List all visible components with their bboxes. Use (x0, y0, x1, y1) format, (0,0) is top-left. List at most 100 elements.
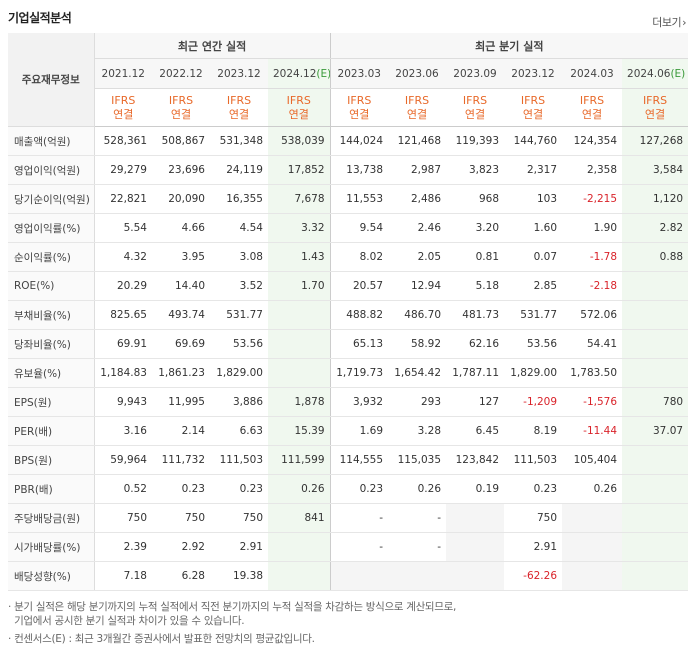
table-cell: 0.23 (504, 474, 563, 504)
table-cell: 1,878 (268, 387, 331, 417)
period-header: 2023.12 (504, 58, 563, 89)
row-label: 영업이익(억원) (8, 155, 95, 185)
table-cell: -11.44 (562, 416, 623, 446)
ifrs-header: IFRS 연결 (562, 88, 623, 127)
table-cell: 2,358 (562, 155, 623, 185)
table-cell: 488.82 (329, 300, 389, 330)
table-cell (622, 532, 689, 562)
table-cell (446, 503, 505, 533)
table-cell: 114,555 (329, 445, 389, 475)
table-row: EPS(원) 9,943 11,995 3,886 1,878 3,932 293 127 -1… (8, 387, 689, 417)
table-cell: 0.23 (152, 474, 210, 504)
table-cell (562, 532, 623, 562)
table-cell (622, 358, 689, 388)
row-label: 유보율(%) (8, 358, 95, 388)
table-cell (446, 532, 505, 562)
table-cell: 2.85 (504, 271, 563, 301)
table-cell: 3.16 (94, 416, 152, 446)
table-cell: 1,829.00 (504, 358, 563, 388)
table-cell: 69.91 (94, 329, 152, 359)
table-cell: 481.73 (446, 300, 505, 330)
table-cell: 0.07 (504, 242, 563, 272)
table-cell: 4.66 (152, 213, 210, 243)
table-cell: 9,943 (94, 387, 152, 417)
table-cell: 111,503 (210, 445, 268, 475)
table-row: 영업이익(억원) 29,279 23,696 24,119 17,852 13,738 2,… (8, 155, 689, 185)
table-row: 시가배당률(%) 2.39 2.92 2.91- -2.91 (8, 532, 689, 562)
table-cell: 493.74 (152, 300, 210, 330)
row-label: 영업이익률(%) (8, 213, 95, 243)
table-cell: 0.26 (388, 474, 447, 504)
table-cell: 1.90 (562, 213, 623, 243)
footnote: · 분기 실적은 해당 분기까지의 누적 실적에서 직전 분기까지의 누적 실적… (8, 601, 457, 613)
table-cell: 121,468 (388, 126, 447, 156)
table-cell: 8.19 (504, 416, 563, 446)
table-cell (622, 474, 689, 504)
table-cell: 8.02 (329, 242, 389, 272)
row-label: BPS(원) (8, 445, 95, 475)
table-cell: 0.19 (446, 474, 505, 504)
table-cell: 53.56 (210, 329, 268, 359)
table-cell: -2,215 (562, 184, 623, 214)
table-cell: 1,829.00 (210, 358, 268, 388)
table-cell (622, 329, 689, 359)
table-cell: 24,119 (210, 155, 268, 185)
table-cell: 58.92 (388, 329, 447, 359)
table-cell: 2.46 (388, 213, 447, 243)
period-header: 2024.12(E) (268, 58, 331, 89)
table-cell: - (329, 532, 389, 562)
more-link[interactable]: 더보기› (652, 14, 686, 30)
table-cell (622, 271, 689, 301)
row-label: PER(배) (8, 416, 95, 446)
table-cell: 127,268 (622, 126, 689, 156)
table-cell: 1,783.50 (562, 358, 623, 388)
table-row: PER(배) 3.16 2.14 6.63 15.39 1.69 3.28 6.45 8.19-… (8, 416, 689, 446)
table-cell: 144,024 (329, 126, 389, 156)
table-cell: 144,760 (504, 126, 563, 156)
table-cell: 2.39 (94, 532, 152, 562)
table-cell: 3,584 (622, 155, 689, 185)
table-cell: 968 (446, 184, 505, 214)
table-cell: 538,039 (268, 126, 331, 156)
table-cell (446, 561, 505, 591)
table-cell: 750 (210, 503, 268, 533)
table-cell: 2.82 (622, 213, 689, 243)
table-cell: 3.08 (210, 242, 268, 272)
ifrs-header: IFRS 연결 (210, 88, 268, 127)
table-cell: 127 (446, 387, 505, 417)
table-cell: 750 (504, 503, 563, 533)
table-cell: 0.81 (446, 242, 505, 272)
table-cell: 0.23 (210, 474, 268, 504)
period-header: 2024.03 (562, 58, 623, 89)
table-cell: 16,355 (210, 184, 268, 214)
table-cell: 2.05 (388, 242, 447, 272)
table-cell: 3,932 (329, 387, 389, 417)
table-cell: 2,317 (504, 155, 563, 185)
table-cell: 1.70 (268, 271, 331, 301)
table-cell: 29,279 (94, 155, 152, 185)
table-cell: 12.94 (388, 271, 447, 301)
table-cell: 2,987 (388, 155, 447, 185)
quarter-group-header: 최근 분기 실적 (329, 33, 689, 59)
ifrs-header: IFRS 연결 (152, 88, 210, 127)
table-cell: 5.54 (94, 213, 152, 243)
table-cell: 20,090 (152, 184, 210, 214)
table-cell: 62.16 (446, 329, 505, 359)
table-cell: 841 (268, 503, 331, 533)
row-label: 매출액(억원) (8, 126, 95, 156)
more-label: 더보기 (652, 16, 682, 29)
table-cell: -1.78 (562, 242, 623, 272)
table-cell: 7,678 (268, 184, 331, 214)
table-cell: 486.70 (388, 300, 447, 330)
table-cell (268, 532, 331, 562)
table-cell: -2.18 (562, 271, 623, 301)
table-cell: 3.52 (210, 271, 268, 301)
row-label: ROE(%) (8, 271, 95, 301)
table-row: ROE(%) 20.29 14.40 3.52 1.70 20.57 12.94 5.18 2.… (8, 271, 689, 301)
table-cell: 54.41 (562, 329, 623, 359)
table-cell: 3.20 (446, 213, 505, 243)
table-cell: 105,404 (562, 445, 623, 475)
table-row: 당기순이익(억원) 22,821 20,090 16,355 7,678 11,553 2,… (8, 184, 689, 214)
table-cell: - (388, 503, 447, 533)
period-header: 2023.06 (388, 58, 447, 89)
